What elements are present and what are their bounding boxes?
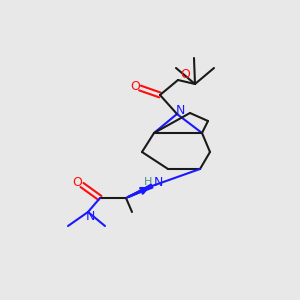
Text: O: O [130,80,140,92]
Text: O: O [72,176,82,190]
Text: N: N [85,209,95,223]
Text: O: O [180,68,190,82]
Text: N: N [175,103,185,116]
Polygon shape [126,184,153,198]
Text: H: H [144,177,152,187]
Text: N: N [153,176,163,188]
